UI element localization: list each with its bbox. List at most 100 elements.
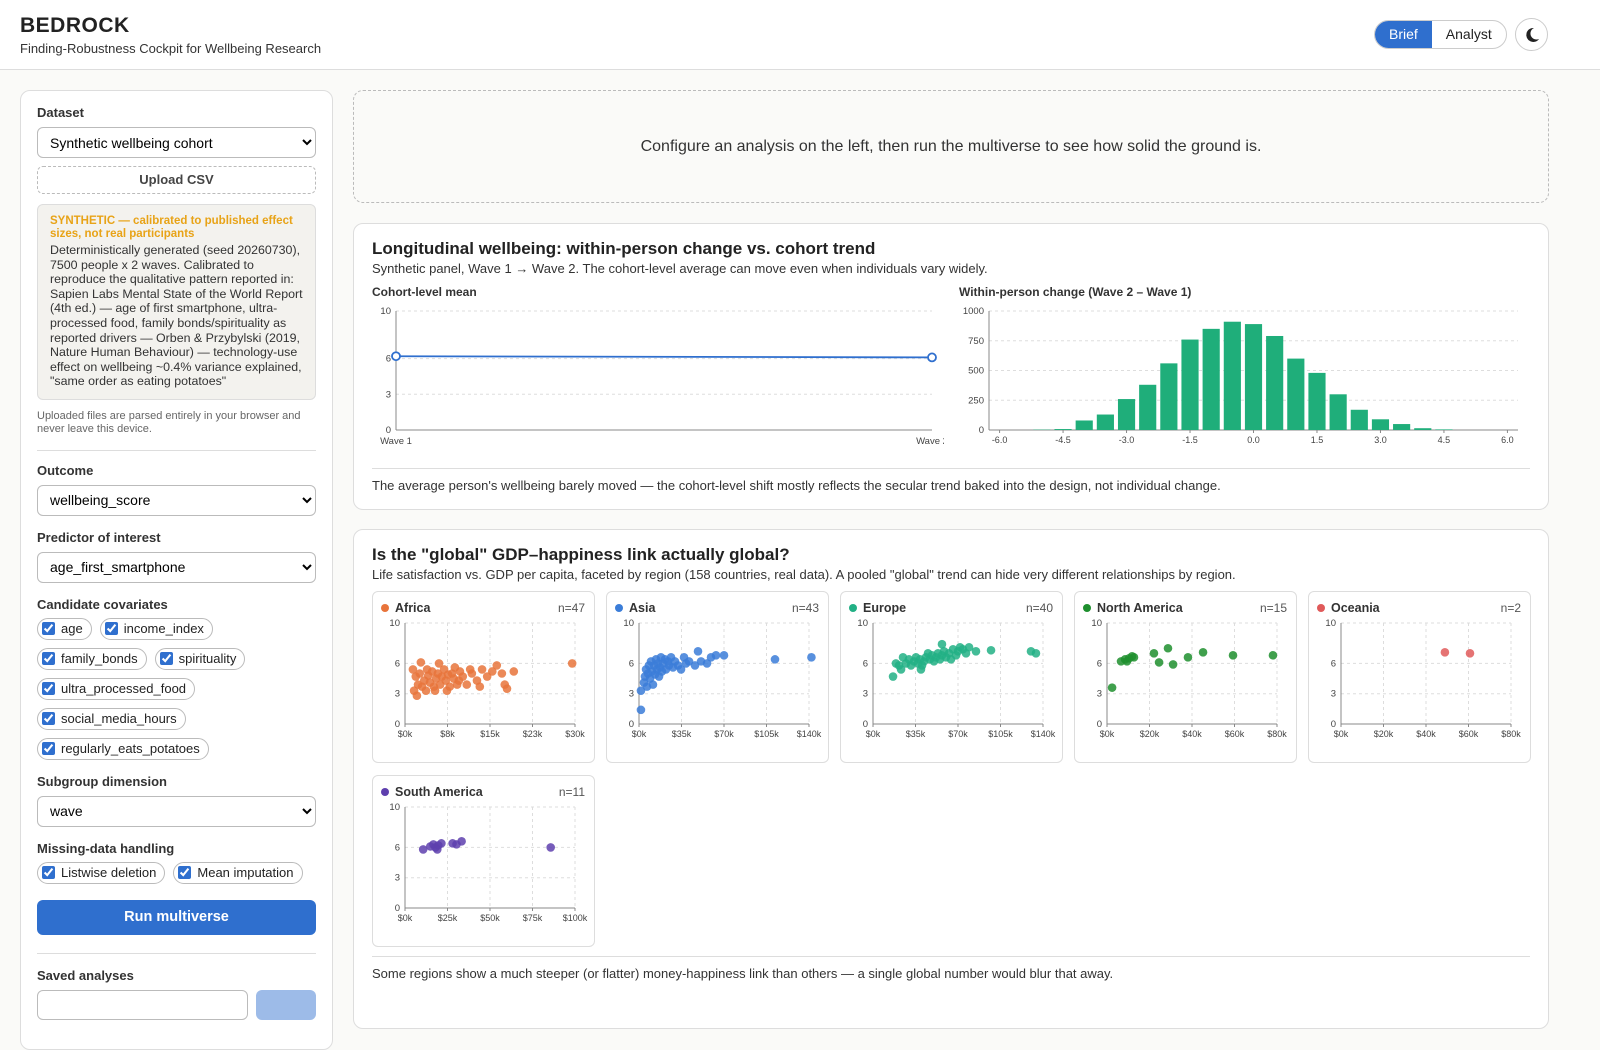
point [503,684,512,693]
panel-count: n=43 [792,601,819,615]
point [455,676,464,685]
checkbox-chip[interactable]: ultra_processed_food [37,678,195,700]
x-tick-label: $80k [1267,729,1287,739]
saved-input[interactable] [37,990,248,1020]
run-button[interactable]: Run multiverse [37,900,316,935]
sidebar: Dataset Synthetic wellbeing cohort Uploa… [20,90,333,1050]
checkbox-chip[interactable]: age [37,618,92,640]
checkbox[interactable] [178,866,191,879]
y-tick-label: 6 [395,658,400,669]
x-tick-label: $40k [1416,729,1436,739]
y-tick-label: 6 [395,842,400,853]
upload-button[interactable]: Upload CSV [37,166,316,194]
x-tick-label: $20k [1374,729,1394,739]
bar [1139,385,1156,430]
point [413,691,422,700]
point [928,353,936,361]
bar [1287,359,1304,430]
checkbox[interactable] [160,652,173,665]
y-tick-label: 750 [968,336,984,347]
point [431,686,440,695]
x-tick-label: 1.5 [1311,435,1324,445]
mode-brief[interactable]: Brief [1375,21,1432,48]
bar [1076,420,1093,430]
x-tick-label: $140k [797,729,822,739]
point [423,665,432,674]
x-tick-label: $60k [1459,729,1479,739]
legend-dot [1083,604,1091,612]
legend-dot [615,604,623,612]
checkbox-chip[interactable]: regularly_eats_potatoes [37,738,209,760]
x-tick-label: -3.0 [1119,435,1135,445]
mode-analyst[interactable]: Analyst [1432,21,1506,48]
label: Candidate covariates [37,597,316,612]
panel-title: Africa [395,601,431,615]
y-tick-label: 500 [968,366,984,377]
divider [37,450,316,451]
notice-title: SYNTHETIC — calibrated to published effe… [50,215,303,240]
point [498,669,507,678]
checkbox-chip[interactable]: social_media_hours [37,708,186,730]
point [987,646,996,655]
checkbox[interactable] [42,682,55,695]
y-tick-label: 3 [395,689,400,700]
checkbox-chip[interactable]: income_index [100,618,213,640]
panel-title: Asia [629,601,656,615]
x-tick-label: $20k [1140,729,1160,739]
point [972,647,981,656]
page: BEDROCK Finding-Robustness Cockpit for W… [0,0,1600,1000]
point [917,665,926,674]
chip-label: family_bonds [61,651,138,666]
bar [1118,399,1135,430]
point [1199,648,1208,657]
x-tick-label: Wave 1 [380,436,412,447]
x-tick-label: $15k [480,729,500,739]
bar [1181,340,1198,430]
x-tick-label: $0k [398,729,413,739]
point [1123,657,1132,666]
bar [1160,363,1177,430]
checkbox-chip[interactable]: family_bonds [37,648,147,670]
panel-title: Oceania [1331,601,1381,615]
point [546,843,555,852]
dataset-select[interactable]: Synthetic wellbeing cohort [37,127,316,158]
x-tick-label: -4.5 [1055,435,1071,445]
checkbox-chip[interactable]: Mean imputation [173,862,302,884]
legend-dot [1317,604,1325,612]
checkbox[interactable] [42,866,55,879]
checkbox[interactable] [42,652,55,665]
outcome-select[interactable]: wellbeing_score [37,485,316,516]
tagline: Finding-Robustness Cockpit for Wellbeing… [20,41,321,56]
y-tick-label: 10 [389,618,400,629]
checkbox[interactable] [42,742,55,755]
x-tick-label: $75k [523,913,543,923]
theme-button[interactable] [1515,18,1548,51]
checkbox[interactable] [42,622,55,635]
point [1184,653,1193,662]
checkbox-chip[interactable]: Listwise deletion [37,862,165,884]
bar [1224,322,1241,430]
y-tick-label: 3 [386,389,391,400]
point [451,663,460,672]
predictor-select[interactable]: age_first_smartphone [37,552,316,583]
moon-icon [1516,19,1547,50]
checkbox[interactable] [105,622,118,635]
x-tick-label: $0k [398,913,413,923]
point [443,686,452,695]
chip-label: age [61,621,83,636]
panel-count: n=2 [1501,601,1522,615]
point [1269,651,1278,660]
legend-dot [849,604,857,612]
subgroup-select[interactable]: wave [37,796,316,827]
y-tick-label: 250 [968,395,984,406]
y-tick-label: 10 [857,618,868,629]
point [1032,649,1041,658]
save-button[interactable] [256,990,316,1020]
legend-dot [381,604,389,612]
checkbox-chip[interactable]: spirituality [155,648,246,670]
checkbox[interactable] [42,712,55,725]
